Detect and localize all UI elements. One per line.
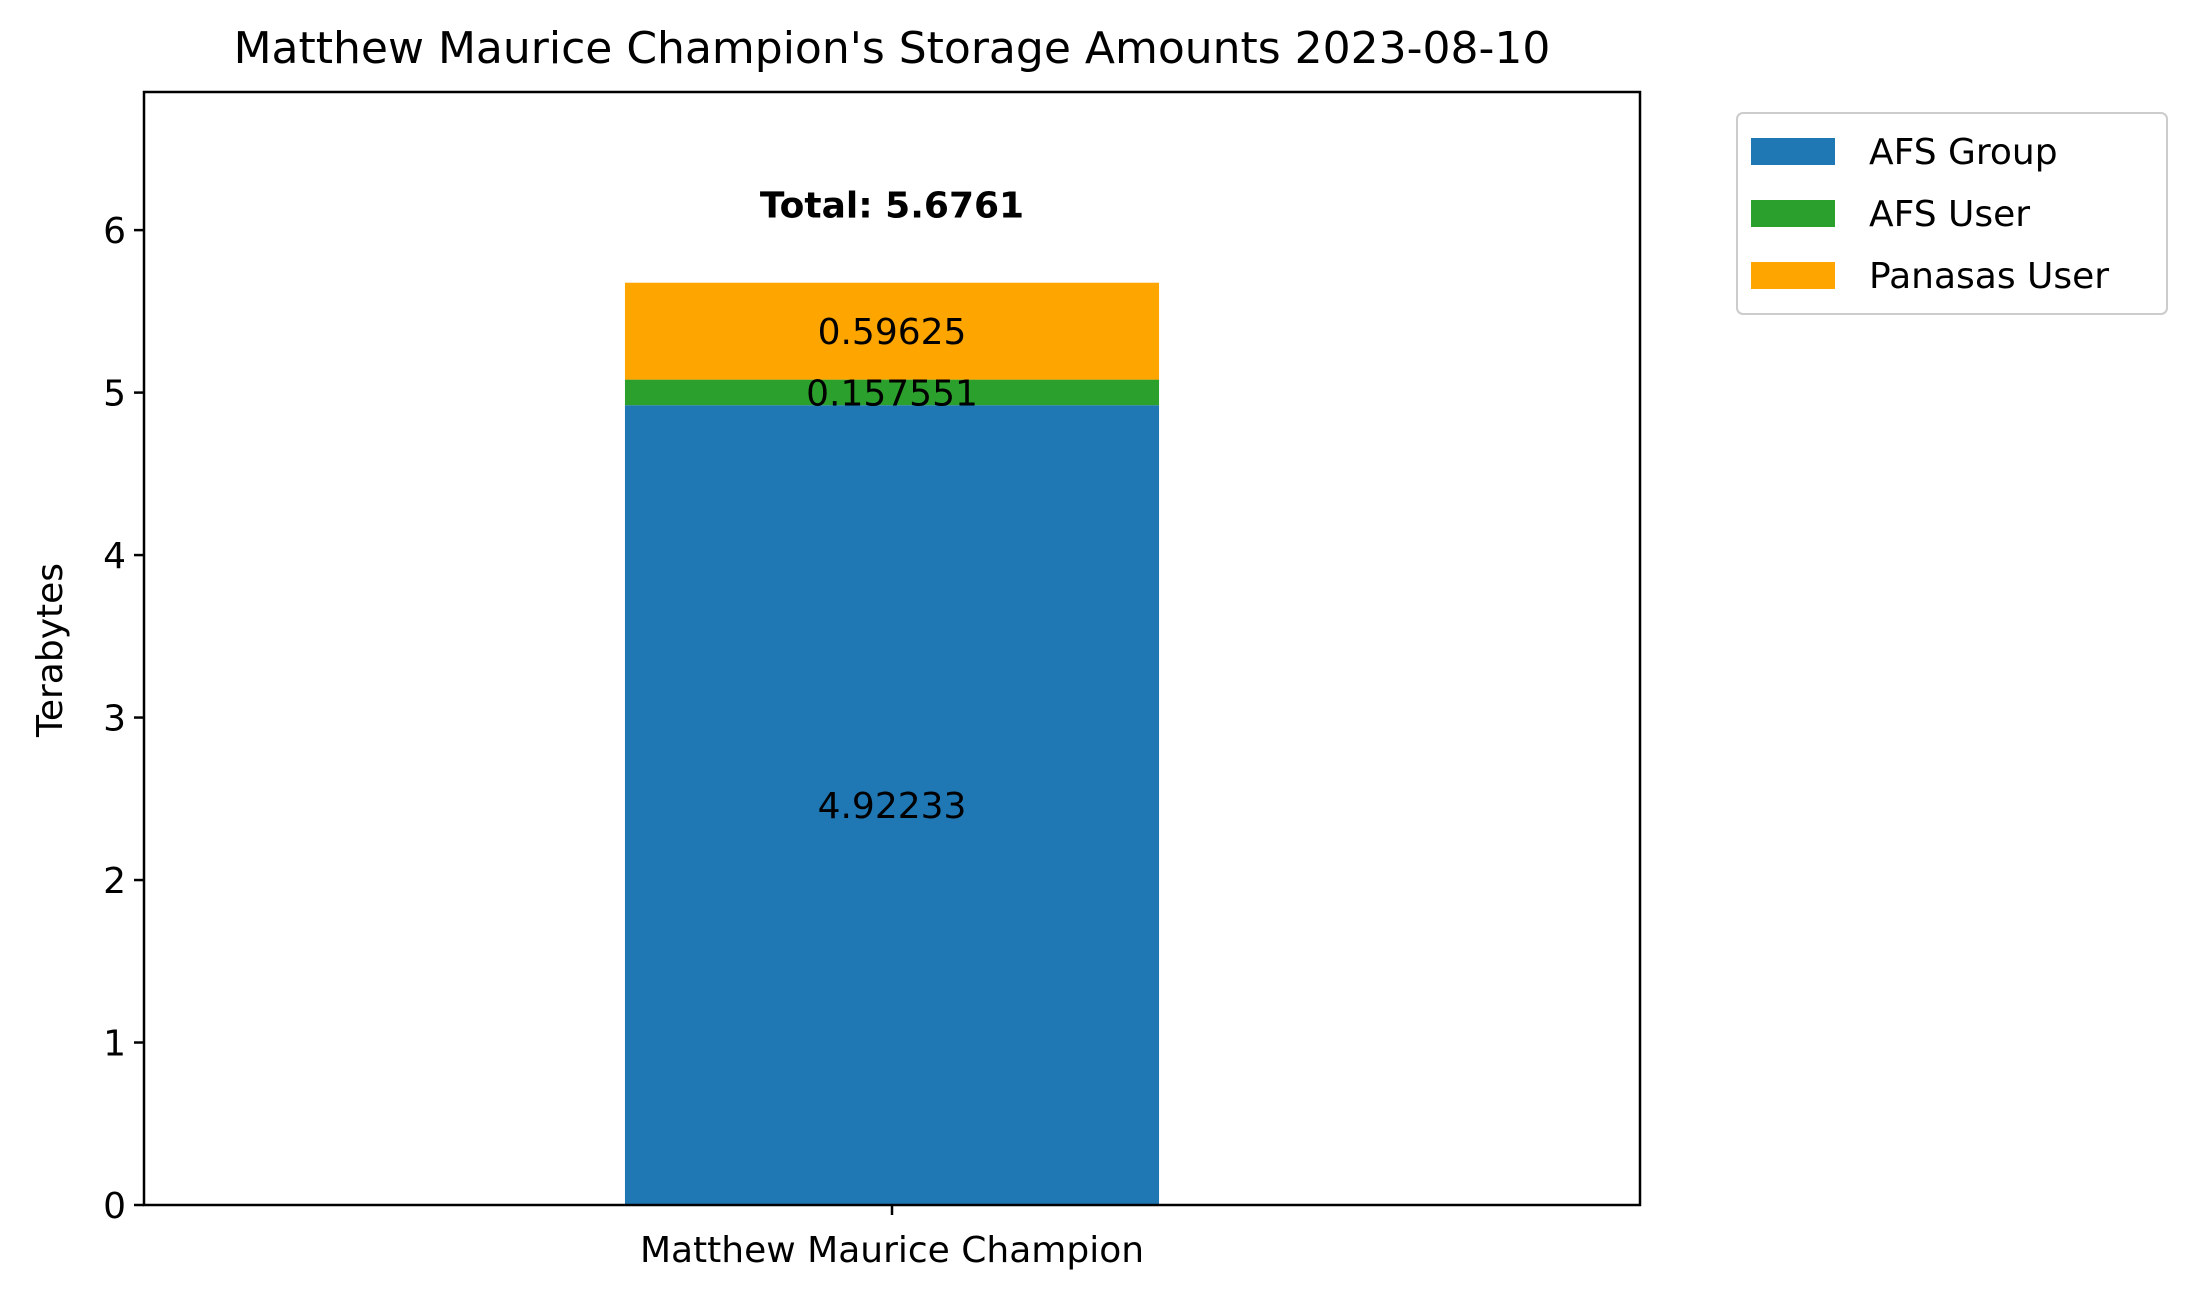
legend: AFS Group AFS User Panasas User [1736, 112, 2168, 315]
legend-swatch [1751, 200, 1835, 227]
bar-value-label: 4.92233 [818, 786, 967, 827]
y-tick-label: 5 [103, 374, 126, 415]
total-label: Total: 5.6761 [760, 186, 1024, 227]
bars-layer [624, 282, 1160, 1206]
legend-swatch [1751, 262, 1835, 289]
y-tick-label: 6 [103, 211, 126, 252]
y-axis-ticks: 0 1 2 3 4 5 6 [103, 211, 144, 1227]
legend-frame [1736, 112, 2168, 315]
y-tick-label: 0 [103, 1186, 126, 1227]
y-axis-label: Terabytes [30, 563, 71, 738]
y-tick-label: 2 [103, 861, 126, 902]
bar-segment-afs-group [624, 405, 1160, 1206]
y-tick-label: 3 [103, 699, 126, 740]
legend-entry-label: AFS User [1869, 194, 2030, 235]
legend-entry-label: Panasas User [1869, 256, 2109, 297]
bar-segment-afs-user [624, 379, 1160, 406]
y-tick-label: 1 [103, 1024, 126, 1065]
legend-swatch [1751, 138, 1835, 165]
legend-entry-label: AFS Group [1869, 132, 2058, 173]
bar-segment-panasas-user [624, 282, 1160, 380]
chart-title: Matthew Maurice Champion's Storage Amoun… [234, 23, 1551, 74]
x-tick-label: Matthew Maurice Champion [640, 1230, 1144, 1271]
y-tick-label: 4 [103, 536, 126, 577]
bar-value-label: 0.157551 [806, 373, 978, 414]
x-axis-ticks: Matthew Maurice Champion [640, 1205, 1144, 1271]
bar-value-label: 0.59625 [818, 312, 967, 353]
bar-labels-layer: 4.92233 0.157551 0.59625 Total: 5.6761 [760, 186, 1024, 827]
